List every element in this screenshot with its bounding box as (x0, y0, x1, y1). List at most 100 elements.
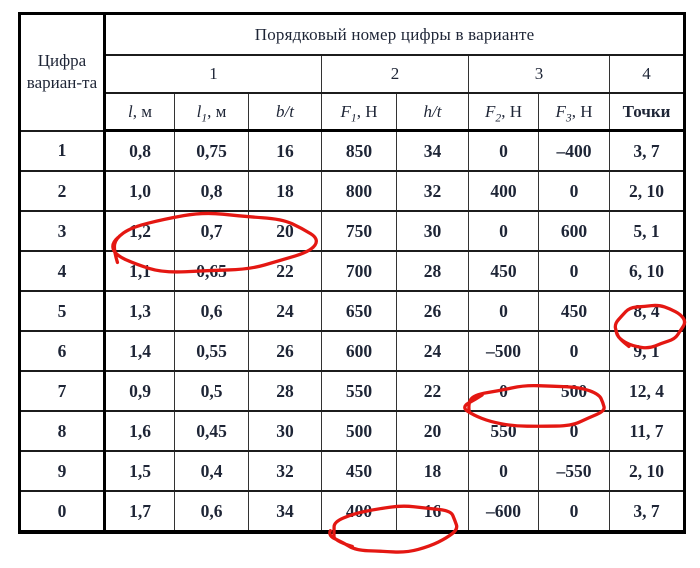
value-cell: 650 (321, 290, 397, 332)
column-unit: , Н (571, 101, 593, 121)
value-cell: 0,45 (174, 410, 249, 452)
value-cell: 750 (321, 210, 397, 252)
value-cell: 0 (468, 290, 539, 332)
value-cell: 24 (396, 330, 469, 372)
value-cell: 30 (396, 210, 469, 252)
variant-digit-cell: 1 (19, 129, 106, 172)
column-header: b/t (248, 92, 322, 132)
variant-digit-cell: 6 (19, 330, 106, 372)
value-cell: 0 (468, 370, 539, 412)
column-header: F3, Н (538, 92, 610, 132)
table-row: 6 1,4 0,55 26 600 24 –500 0 9, 1 (19, 330, 686, 372)
value-cell: 18 (396, 450, 469, 492)
value-cell: 20 (396, 410, 469, 452)
value-cell: 6, 10 (608, 250, 686, 292)
variant-parameters-table: Цифра вариан-та Порядковый номер цифры в… (18, 12, 687, 534)
value-cell: 18 (248, 170, 322, 212)
value-cell: 34 (248, 490, 322, 533)
column-symbol: F (485, 101, 496, 121)
column-symbol: h/t (423, 101, 442, 121)
value-cell: 16 (248, 129, 322, 172)
value-cell: 11, 7 (608, 410, 686, 452)
value-cell: 450 (321, 450, 397, 492)
table-row: 5 1,3 0,6 24 650 26 0 450 8, 4 (19, 290, 686, 332)
variant-digit-cell: 7 (19, 370, 106, 412)
column-symbol: Точки (622, 101, 671, 121)
value-cell: 0,8 (104, 129, 175, 172)
value-cell: 0,6 (174, 290, 249, 332)
value-cell: 600 (538, 210, 610, 252)
value-cell: 20 (248, 210, 322, 252)
value-cell: 2, 10 (608, 450, 686, 492)
value-cell: 1,2 (104, 210, 175, 252)
table-body: 1 0,8 0,75 16 850 34 0 –400 3, 7 2 1,0 0,8 18 800 32 40… (19, 129, 686, 533)
value-cell: –550 (538, 450, 610, 492)
column-unit: , м (132, 101, 152, 121)
value-cell: 0 (468, 450, 539, 492)
value-cell: 1,6 (104, 410, 175, 452)
column-unit: , Н (356, 101, 378, 121)
value-cell: 28 (396, 250, 469, 292)
group-title: Порядковый номер цифры в варианте (103, 12, 686, 56)
value-cell: 22 (396, 370, 469, 412)
variant-digit-cell: 8 (19, 410, 106, 452)
column-header: F1, Н (321, 92, 397, 132)
value-cell: 0 (538, 170, 610, 212)
value-cell: 32 (248, 450, 322, 492)
value-cell: 0 (538, 410, 610, 452)
value-cell: 0 (538, 250, 610, 292)
value-cell: 22 (248, 250, 322, 292)
column-header: h/t (396, 92, 469, 132)
column-symbol: b/t (276, 101, 294, 121)
column-symbol: F (555, 101, 566, 121)
value-cell: 0 (538, 490, 610, 533)
value-cell: 28 (248, 370, 322, 412)
value-cell: 26 (396, 290, 469, 332)
value-cell: 9, 1 (608, 330, 686, 372)
column-symbol: F (340, 101, 351, 121)
value-cell: 600 (321, 330, 397, 372)
value-cell: 0 (538, 330, 610, 372)
value-cell: 1,1 (104, 250, 175, 292)
value-cell: –600 (468, 490, 539, 533)
value-cell: 400 (468, 170, 539, 212)
table-row: 9 1,5 0,4 32 450 18 0 –550 2, 10 (19, 450, 686, 492)
column-subscript: 1 (350, 110, 357, 124)
table-row: 7 0,9 0,5 28 550 22 0 500 12, 4 (19, 370, 686, 412)
table-row: 3 1,2 0,7 20 750 30 0 600 5, 1 (19, 210, 686, 252)
value-cell: 450 (538, 290, 610, 332)
value-cell: 0,4 (174, 450, 249, 492)
variant-digit-cell: 5 (19, 290, 106, 332)
variant-digit-cell: 4 (19, 250, 106, 292)
value-cell: 0,65 (174, 250, 249, 292)
value-cell: 400 (321, 490, 397, 533)
column-unit: , м (207, 101, 227, 121)
value-cell: 550 (321, 370, 397, 412)
column-unit: , Н (501, 101, 522, 121)
value-cell: 30 (248, 410, 322, 452)
column-subscript: 3 (565, 110, 572, 124)
value-cell: 1,4 (104, 330, 175, 372)
value-cell: 0,75 (174, 129, 249, 172)
value-cell: 1,3 (104, 290, 175, 332)
value-cell: 0 (468, 210, 539, 252)
variant-digit-cell: 9 (19, 450, 106, 492)
value-cell: 3, 7 (608, 129, 686, 172)
value-cell: 500 (321, 410, 397, 452)
group-number: 2 (321, 54, 469, 94)
corner-header-variant-digit: Цифра вариан-та (19, 12, 106, 132)
value-cell: 800 (321, 170, 397, 212)
value-cell: 8, 4 (608, 290, 686, 332)
group-number: 1 (104, 54, 322, 94)
value-cell: 0 (468, 129, 539, 172)
value-cell: 12, 4 (608, 370, 686, 412)
column-subscript: 1 (201, 110, 208, 124)
column-header: Точки (608, 92, 686, 132)
value-cell: –400 (538, 129, 610, 172)
value-cell: 700 (321, 250, 397, 292)
table-row: 4 1,1 0,65 22 700 28 450 0 6, 10 (19, 250, 686, 292)
value-cell: 0,6 (174, 490, 249, 533)
value-cell: 1,7 (104, 490, 175, 533)
value-cell: 0,5 (174, 370, 249, 412)
